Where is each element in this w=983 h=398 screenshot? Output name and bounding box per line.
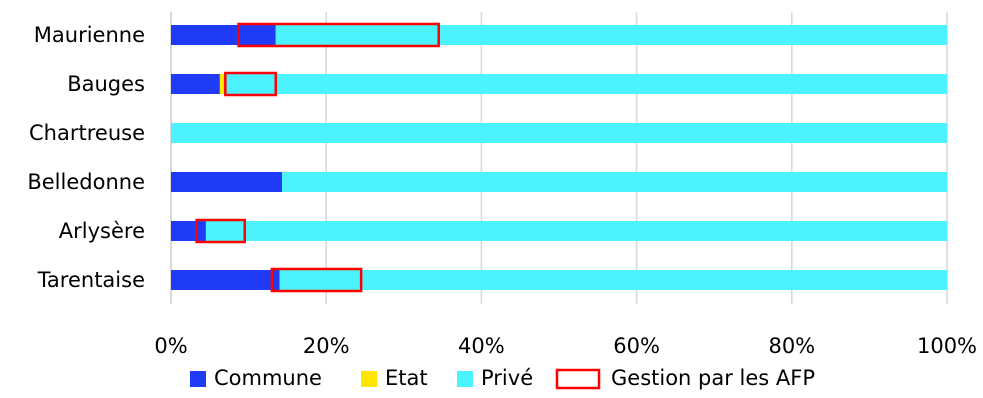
x-tick-label: 40%	[458, 334, 505, 358]
category-label: Tarentaise	[37, 268, 145, 292]
legend-label: Privé	[481, 366, 533, 390]
x-tick-label: 0%	[154, 334, 187, 358]
bar-priv--2	[171, 123, 947, 143]
value-axis: 0% 20% 40% 60% 80% 100%	[154, 334, 977, 358]
legend-item: Gestion par les AFP	[555, 366, 815, 390]
category-label: Bauges	[67, 72, 145, 96]
afp-outline	[195, 218, 246, 244]
category-axis: Maurienne Bauges Chartreuse Belledonne Arlys…	[27, 23, 145, 292]
x-tick-label: 60%	[613, 334, 660, 358]
legend-item: Etat	[361, 366, 428, 390]
bar-commune-0	[171, 25, 276, 45]
x-tick-label: 100%	[917, 334, 977, 358]
bar-commune-5	[171, 270, 280, 290]
bar-commune-1	[171, 74, 220, 94]
category-label: Maurienne	[34, 23, 145, 47]
bar-commune-3	[171, 172, 282, 192]
category-label: Chartreuse	[29, 121, 145, 145]
legend-label: Commune	[214, 366, 322, 390]
legend-swatch	[555, 368, 601, 390]
bar-priv--0	[275, 25, 947, 45]
x-tick-label: 80%	[768, 334, 815, 358]
legend-label: Etat	[385, 366, 428, 390]
bar-priv--4	[205, 221, 948, 241]
x-tick-label: 20%	[303, 334, 350, 358]
legend-swatch	[190, 371, 206, 387]
legend-label: Gestion par les AFP	[611, 366, 815, 390]
bar-priv--5	[279, 270, 947, 290]
afp-outlines	[195, 22, 440, 293]
bar-commune-4	[171, 221, 206, 241]
legend-swatch	[361, 371, 377, 387]
legend: Commune Etat Privé Gestion par les AFP	[190, 366, 815, 390]
category-label: Arlysère	[59, 219, 145, 243]
bar-priv--3	[281, 172, 947, 192]
grid-lines	[170, 12, 948, 304]
plot-area	[171, 25, 948, 290]
bar-etat-1	[219, 74, 225, 94]
afp-outline	[224, 71, 278, 97]
legend-swatch	[457, 371, 473, 387]
legend-item: Commune	[190, 366, 322, 390]
afp-outline	[237, 22, 440, 48]
legend-item: Privé	[457, 366, 533, 390]
afp-outline	[270, 267, 363, 293]
category-label: Belledonne	[27, 170, 145, 194]
bar-priv--1	[224, 74, 947, 94]
